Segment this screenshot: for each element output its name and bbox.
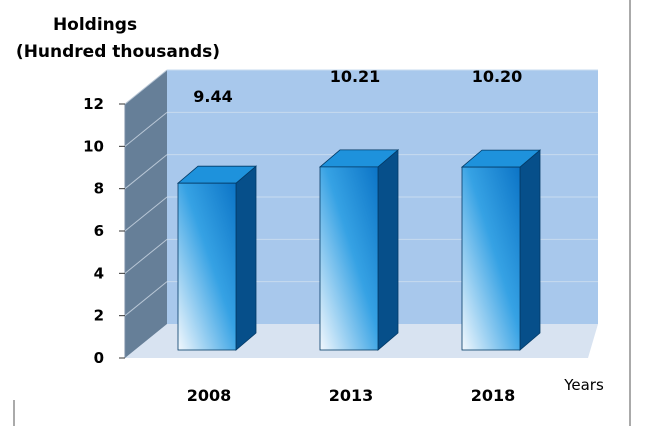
y-tick-label: 2	[94, 307, 104, 325]
bar-side-face	[519, 149, 541, 351]
y-tick-label: 10	[83, 137, 104, 155]
bar-front-face	[461, 166, 521, 351]
bar-2008	[176, 165, 258, 351]
x-tick-labels: 2008 2013 2018	[187, 386, 516, 405]
x-axis-title: Years	[563, 376, 604, 394]
value-label: 10.20	[472, 67, 523, 86]
y-tick-label: 8	[94, 180, 104, 198]
bars	[176, 149, 542, 351]
y-tick-label: 0	[94, 349, 104, 367]
gridline-side	[124, 111, 168, 147]
value-labels: 9.44 10.21 10.20	[193, 67, 522, 106]
y-axis-title-line1: Holdings	[53, 15, 137, 35]
y-tick-label: 4	[94, 264, 104, 282]
x-tick-label: 2008	[187, 386, 232, 405]
y-tick-label: 6	[94, 222, 104, 240]
value-label: 10.21	[330, 67, 381, 86]
gridline-side	[124, 238, 168, 274]
gridline-side	[124, 69, 168, 105]
x-tick-label: 2013	[329, 386, 374, 405]
bar-side-face	[377, 149, 399, 351]
y-axis-title-line2: (Hundred thousands)	[16, 42, 220, 62]
bar-front-face	[177, 182, 237, 351]
gridline-side	[124, 281, 168, 317]
bar-2013	[318, 149, 400, 351]
y-tick-labels: 0 2 4 6 8 10 12	[83, 95, 125, 367]
bar-front-face	[319, 166, 379, 351]
x-tick-label: 2018	[471, 386, 516, 405]
gridline-side	[124, 196, 168, 232]
gridline-side	[124, 154, 168, 190]
value-label: 9.44	[193, 87, 232, 106]
bar-side-face	[235, 165, 257, 351]
bar-2018	[460, 149, 542, 351]
y-tick-label: 12	[83, 95, 104, 113]
